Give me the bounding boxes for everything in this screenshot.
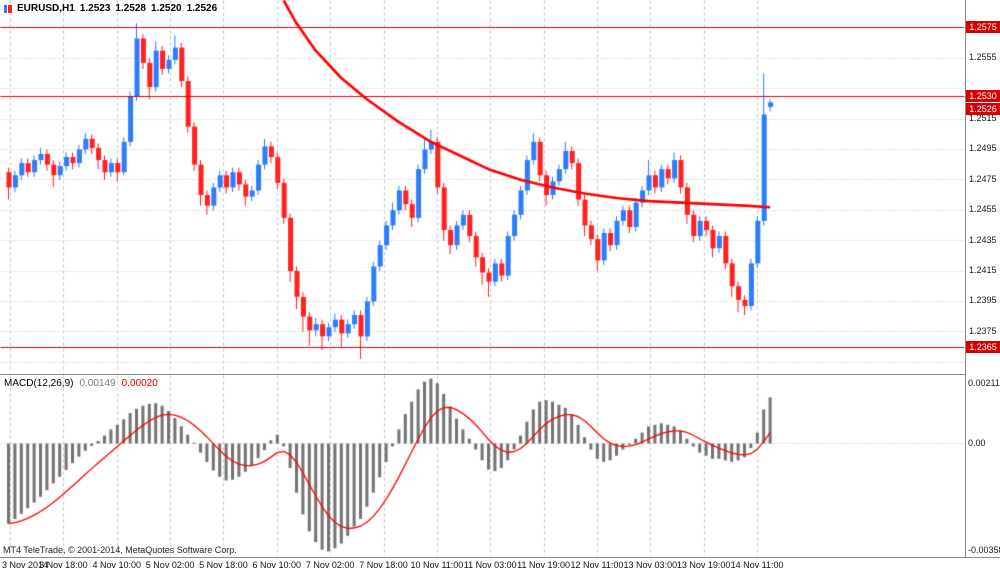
macd-axis-zero: 0.00 xyxy=(968,438,986,448)
macd-indicator-canvas[interactable] xyxy=(0,375,965,557)
symbol-chart-icon xyxy=(4,4,12,13)
price-axis-label: 1.2435 xyxy=(969,234,997,245)
time-axis-label: 5 Nov 02:00 xyxy=(145,560,195,570)
time-axis-label: 7 Nov 18:00 xyxy=(359,560,408,570)
time-axis-label: 7 Nov 02:00 xyxy=(305,560,355,570)
chart-title: EURUSD,H1 1.2523 1.2528 1.2520 1.2526 xyxy=(4,3,217,14)
macd-label: MACD(12,26,9) xyxy=(4,378,74,389)
time-axis-label: 3 Nov 18:00 xyxy=(39,560,88,570)
time-axis-label: 11 Nov 19:00 xyxy=(517,560,571,570)
price-axis-label: 1.2555 xyxy=(969,52,997,63)
price-tag: 1.2575 xyxy=(966,21,1000,34)
time-axis-label: 13 Nov 03:00 xyxy=(623,560,678,570)
price-tag: 1.2530 xyxy=(966,89,1000,102)
price-axis-label: 1.2515 xyxy=(969,113,997,124)
price-axis-label: 1.2495 xyxy=(969,143,997,154)
time-axis-label: 5 Nov 18:00 xyxy=(199,560,248,570)
price-tag: 1.2526 xyxy=(966,102,1000,115)
price-axis-label: 1.2375 xyxy=(969,325,997,336)
time-axis-label: 6 Nov 10:00 xyxy=(252,560,302,570)
price-axis: 0.00211 0.00 -0.00358 1.2555 1.2515 1.2495… xyxy=(965,0,1000,557)
time-axis-label: 12 Nov 11:00 xyxy=(570,560,624,570)
price-axis-label: 1.2475 xyxy=(969,173,997,184)
price-axis-label: 1.2455 xyxy=(969,204,997,215)
symbol-label: EURUSD,H1 xyxy=(17,3,75,14)
time-axis-label: 11 Nov 03:00 xyxy=(463,560,517,570)
low-value: 1.2520 xyxy=(150,3,182,14)
time-axis-label: 14 Nov 11:00 xyxy=(730,560,784,570)
pane-separator[interactable] xyxy=(0,374,1000,375)
macd-title: MACD(12,26,9) 0.00149 0.00020 xyxy=(4,378,158,389)
copyright-text: MT4 TeleTrade, © 2001-2014, MetaQuotes S… xyxy=(3,545,237,555)
time-axis[interactable]: 3 Nov 2014 3 Nov 18:00 4 Nov 10:00 5 Nov 02… xyxy=(0,558,1000,572)
axis-separator xyxy=(0,557,1000,558)
price-chart-canvas[interactable] xyxy=(0,0,965,374)
price-axis-label: 1.2395 xyxy=(969,295,997,306)
price-axis-label: 1.2415 xyxy=(969,265,997,276)
macd-axis-max: 0.00211 xyxy=(968,378,1000,388)
close-value: 1.2526 xyxy=(186,3,218,14)
macd-signal-value: 0.00020 xyxy=(121,378,158,389)
time-axis-label: 3 Nov 2014 xyxy=(2,560,49,570)
time-axis-label: 4 Nov 10:00 xyxy=(92,560,141,570)
macd-value: 0.00149 xyxy=(79,378,116,389)
price-tag: 1.2365 xyxy=(966,340,1000,353)
time-axis-label: 10 Nov 11:00 xyxy=(410,560,464,570)
time-axis-label: 13 Nov 19:00 xyxy=(676,560,731,570)
macd-axis-min: -0.00358 xyxy=(968,545,1000,555)
open-value: 1.2523 xyxy=(79,3,111,14)
high-value: 1.2528 xyxy=(115,3,146,14)
